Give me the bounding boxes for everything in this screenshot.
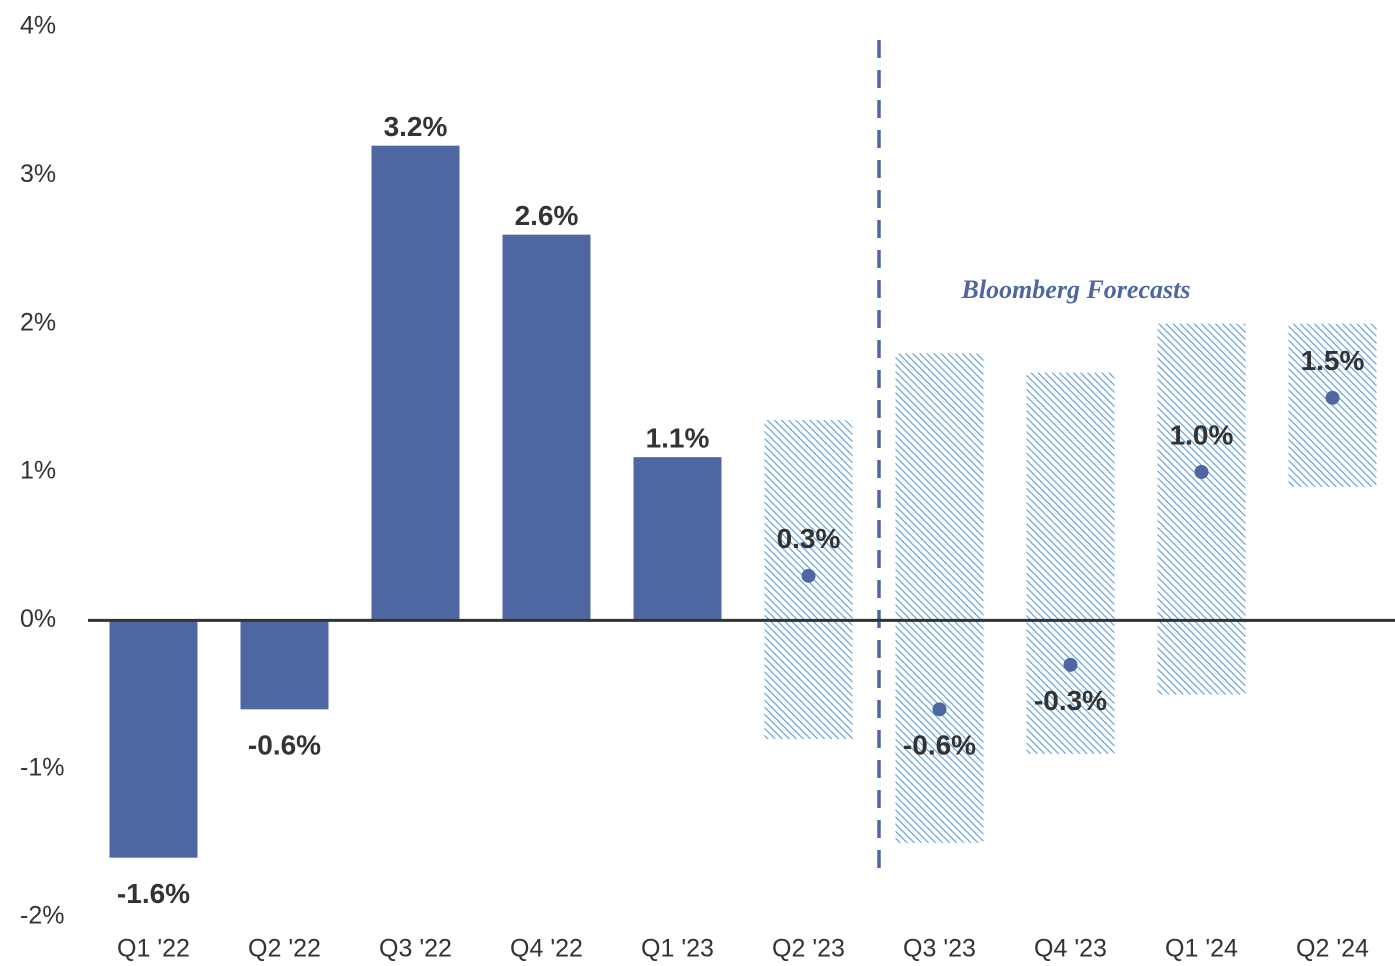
forecast-point	[1325, 390, 1340, 405]
bar	[502, 234, 591, 621]
forecast-label: -0.3%	[1034, 685, 1107, 716]
x-tick-label: Q2 '23	[772, 935, 845, 963]
forecast-range	[1157, 323, 1246, 695]
value-label: 2.6%	[515, 200, 579, 231]
bar	[240, 620, 329, 710]
forecast-point	[1194, 465, 1209, 479]
forecast-label: 0.3%	[777, 523, 841, 554]
y-tick-label: 2%	[20, 308, 56, 336]
x-tick-label: Q1 '23	[641, 935, 714, 963]
bar	[371, 145, 460, 621]
x-tick-label: Q3 '22	[379, 935, 452, 963]
y-tick-label: 0%	[20, 605, 56, 633]
x-tick-label: Q3 '23	[903, 935, 976, 963]
forecast-label: 1.5%	[1301, 345, 1365, 376]
x-tick-label: Q4 '22	[510, 935, 583, 963]
forecast-range	[1288, 323, 1377, 487]
y-tick-label: 4%	[20, 12, 56, 40]
x-tick-label: Q1 '24	[1165, 935, 1238, 963]
value-label: -1.6%	[117, 878, 190, 909]
forecast-range	[895, 353, 984, 843]
forecast-point	[801, 568, 816, 583]
x-tick-label: Q1 '22	[117, 935, 190, 963]
forecast-point	[1063, 657, 1078, 672]
forecast-label: -0.6%	[903, 730, 976, 761]
value-label: 1.1%	[646, 423, 710, 454]
value-label: 3.2%	[384, 111, 448, 142]
value-label: -0.6%	[248, 730, 321, 761]
x-tick-label: Q2 '22	[248, 935, 321, 963]
forecast-label: 1.0%	[1170, 419, 1234, 450]
forecast-range	[1026, 372, 1115, 754]
annotation: Bloomberg Forecasts	[961, 275, 1191, 304]
bar	[109, 620, 198, 858]
y-tick-label: 3%	[20, 160, 56, 188]
y-tick-label: -2%	[20, 902, 64, 930]
bar	[633, 457, 722, 621]
y-tick-label: -1%	[20, 753, 64, 781]
forecast-point	[932, 702, 947, 717]
x-tick-label: Q4 '23	[1034, 935, 1107, 963]
x-tick-label: Q2 '24	[1296, 935, 1369, 963]
y-tick-label: 1%	[20, 457, 56, 485]
